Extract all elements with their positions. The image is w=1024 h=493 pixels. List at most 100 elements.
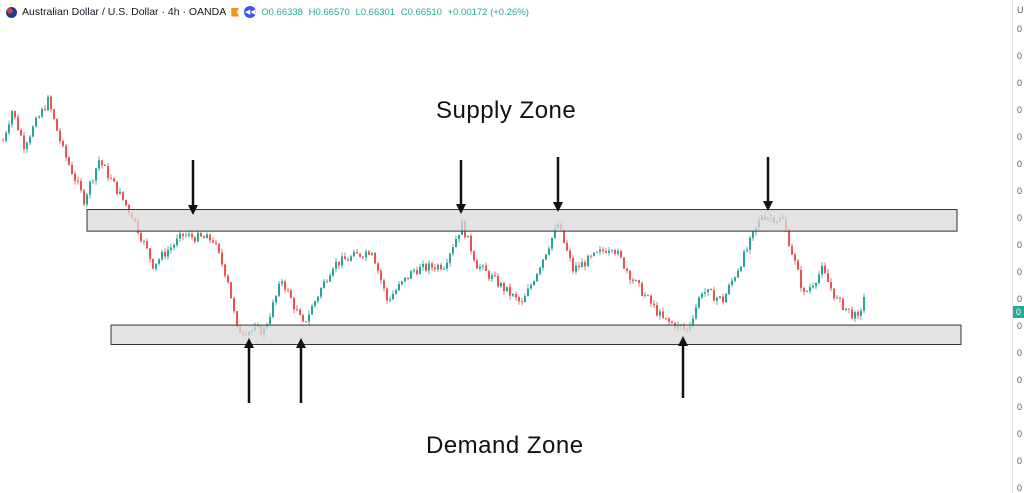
candle-body — [152, 258, 154, 269]
candle-body — [791, 246, 793, 255]
candle-body — [431, 263, 433, 268]
candle-body — [611, 249, 613, 251]
candle-body — [311, 305, 313, 315]
candle-body — [584, 262, 586, 267]
candle-body — [443, 268, 445, 270]
symbol-flag-icon — [6, 6, 17, 18]
price-tick-label: 0 — [1017, 267, 1023, 277]
price-axis[interactable]: U 0 0 0 0 0 0 0 0 0 0 0 0 0 0 0 0 0 0 — [1012, 0, 1024, 493]
candle-body — [122, 191, 124, 200]
candle-body — [11, 111, 13, 125]
candle-body — [740, 266, 742, 271]
demand-arrow-icon — [244, 338, 254, 403]
candle-body — [68, 157, 70, 165]
candle-body — [542, 259, 544, 268]
candle-body — [794, 254, 796, 261]
candle-body — [515, 294, 517, 298]
candle-body — [212, 240, 214, 243]
candle-body — [176, 238, 178, 246]
candle-body — [95, 168, 97, 181]
candle-body — [17, 117, 19, 131]
candle-body — [656, 305, 658, 316]
candle-body — [410, 271, 412, 279]
candle-body — [809, 287, 811, 292]
candle-body — [86, 194, 88, 205]
candle-body — [158, 259, 160, 264]
candle-body — [650, 295, 652, 304]
candle-body — [860, 310, 862, 316]
candle-body — [236, 311, 238, 327]
candle-body — [551, 237, 553, 249]
candle-body — [29, 136, 31, 143]
symbol-title[interactable]: Australian Dollar / U.S. Dollar · 4h · O… — [22, 6, 227, 18]
candle-body — [806, 291, 808, 292]
price-tick-label: 0 — [1017, 105, 1023, 115]
candle-body — [644, 294, 646, 296]
candle-body — [500, 283, 502, 287]
candle-body — [404, 277, 406, 282]
candle-body — [98, 160, 100, 169]
candle-body — [545, 254, 547, 260]
candle-body — [722, 296, 724, 303]
candle-body — [530, 284, 532, 289]
price-tick-label: 0 — [1017, 321, 1023, 331]
candle-body — [284, 281, 286, 290]
change-value: +0.00172 (+0.26%) — [447, 6, 529, 18]
candle-body — [92, 180, 94, 182]
candle-body — [368, 251, 370, 255]
candle-body — [320, 288, 322, 297]
candle-body — [380, 270, 382, 281]
candle-body — [146, 240, 148, 249]
candle-body — [230, 282, 232, 299]
candle-body — [47, 96, 49, 111]
market-status-icon[interactable] — [231, 7, 240, 17]
candle-body — [44, 108, 46, 111]
candle-body — [197, 232, 199, 242]
candle-body — [221, 252, 223, 265]
candle-body — [743, 251, 745, 267]
price-tick-label: 0 — [1017, 348, 1023, 358]
candle-body — [467, 235, 469, 238]
candle-body — [503, 283, 505, 292]
candle-body — [14, 111, 16, 118]
candle-body — [455, 238, 457, 248]
candle-body — [671, 321, 673, 324]
candle-body — [59, 130, 61, 142]
candle-body — [350, 256, 352, 261]
candle-body — [620, 251, 622, 258]
candle-body — [395, 290, 397, 294]
candle-body — [482, 265, 484, 267]
ohlc-readout: O0.66338 H0.66570 L0.66301 C0.66510 +0.0… — [261, 7, 532, 18]
demand-zone-label: Demand Zone — [426, 432, 584, 459]
candle-body — [587, 255, 589, 267]
high-value: H0.66570 — [308, 6, 350, 18]
candle-body — [224, 264, 226, 276]
candle-body — [494, 275, 496, 277]
candle-body — [593, 252, 595, 256]
candle-body — [62, 141, 64, 146]
supply-zone-label: Supply Zone — [436, 97, 577, 124]
candle-body — [218, 243, 220, 253]
candle-body — [719, 296, 721, 298]
candle-body — [338, 261, 340, 266]
candle-body — [641, 283, 643, 296]
candle-body — [797, 260, 799, 270]
candle-body — [287, 289, 289, 291]
candle-body — [206, 234, 208, 239]
candle-body — [827, 273, 829, 283]
candle-body — [359, 253, 361, 257]
candle-body — [833, 288, 835, 299]
currency-label[interactable]: U — [1017, 5, 1024, 15]
candle-body — [731, 280, 733, 285]
candle-body — [119, 191, 121, 194]
candle-body — [746, 249, 748, 252]
candle-body — [392, 293, 394, 300]
price-tick-label: 0 — [1017, 375, 1023, 385]
candle-body — [509, 286, 511, 296]
candle-body — [476, 260, 478, 269]
candle-body — [605, 251, 607, 253]
candle-body — [695, 307, 697, 319]
candle-body — [662, 311, 664, 318]
replay-icon[interactable]: ◀◀ — [244, 6, 257, 18]
